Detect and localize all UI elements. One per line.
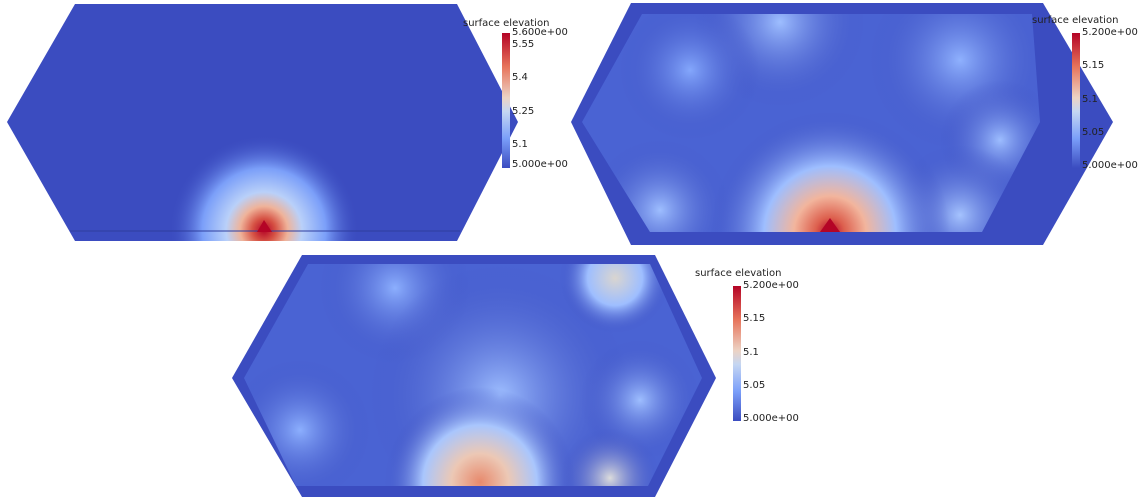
colorbar-tick-label: 5.25 [512,106,535,117]
colorbar-tick-label: 5.600e+00 [512,27,568,38]
colorbar [733,286,741,421]
colorbar-tick-label: 5.05 [1082,127,1105,138]
colorbar-tick-label: 5.200e+00 [743,280,799,291]
mesh-panel-2 [571,3,1113,245]
colorbar [502,33,510,168]
colorbar-tick-label: 5.05 [743,380,766,391]
colorbar [1072,33,1080,168]
colorbar-tick-label: 5.200e+00 [1082,27,1138,38]
colorbar-tick-label: 5.1 [743,347,759,358]
colorbar-tick-label: 5.4 [512,72,528,83]
colorbar-tick-label: 5.1 [1082,94,1098,105]
colorbar-tick-label: 5.000e+00 [512,159,568,170]
mesh-panel-1 [7,4,518,241]
colorbar-tick-label: 5.000e+00 [743,413,799,424]
colorbar-title: surface elevation [463,18,550,29]
colorbar-title: surface elevation [1032,15,1119,26]
colorbar-tick-label: 5.000e+00 [1082,160,1138,171]
colorbar-tick-label: 5.15 [743,313,766,324]
colorbar-title: surface elevation [695,268,782,279]
colorbar-tick-label: 5.15 [1082,60,1105,71]
colorbar-tick-label: 5.55 [512,39,535,50]
mesh-panel-3 [232,255,716,497]
colorbar-tick-label: 5.1 [512,139,528,150]
